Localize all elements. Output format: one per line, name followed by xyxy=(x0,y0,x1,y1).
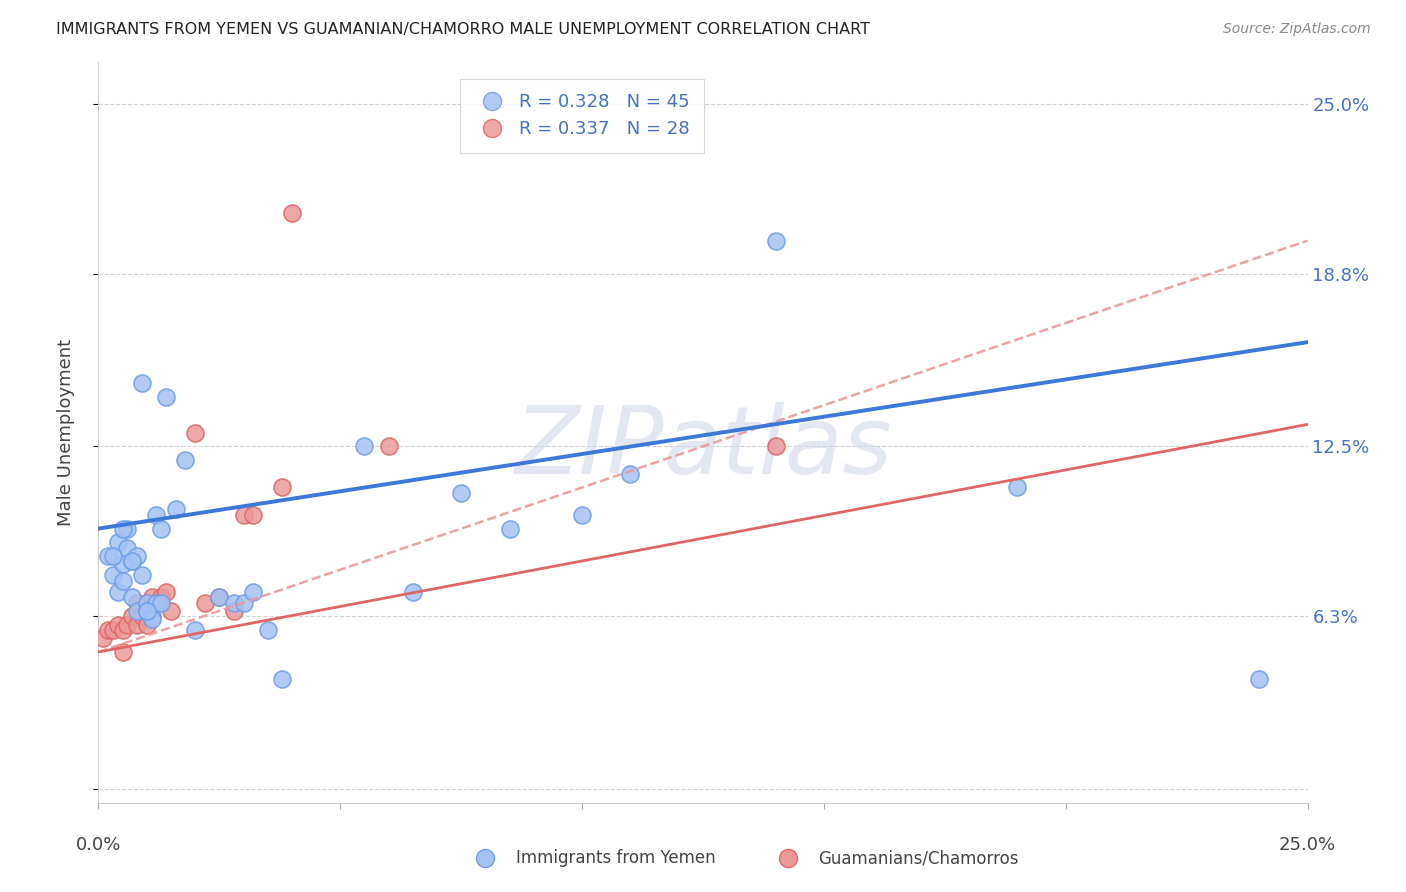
Point xyxy=(150,596,173,610)
Point xyxy=(377,439,399,453)
Point xyxy=(135,617,157,632)
Point xyxy=(117,617,139,632)
Point xyxy=(131,609,153,624)
Point xyxy=(1249,673,1271,687)
Point xyxy=(208,590,231,604)
Point xyxy=(117,522,139,536)
Point xyxy=(135,596,157,610)
Point xyxy=(160,604,183,618)
Point xyxy=(271,480,294,494)
Point xyxy=(111,645,134,659)
Point xyxy=(184,623,207,637)
Point xyxy=(174,453,197,467)
Text: Guamanians/Chamorros: Guamanians/Chamorros xyxy=(818,849,1018,867)
Point xyxy=(145,596,167,610)
Point xyxy=(141,590,163,604)
Point xyxy=(498,522,520,536)
Point xyxy=(271,673,294,687)
Point xyxy=(194,596,217,610)
Point xyxy=(242,584,264,599)
Point xyxy=(121,590,143,604)
Point xyxy=(256,623,278,637)
Point xyxy=(127,549,149,563)
Point xyxy=(155,584,177,599)
Point xyxy=(135,596,157,610)
Point xyxy=(111,623,134,637)
Point xyxy=(121,554,143,568)
Point xyxy=(131,568,153,582)
Point xyxy=(127,604,149,618)
Point xyxy=(101,623,124,637)
Point xyxy=(107,617,129,632)
Y-axis label: Male Unemployment: Male Unemployment xyxy=(56,339,75,526)
Point xyxy=(145,508,167,522)
Point xyxy=(135,604,157,618)
Point xyxy=(101,549,124,563)
Point xyxy=(155,390,177,404)
Point xyxy=(121,554,143,568)
Point xyxy=(127,617,149,632)
Text: IMMIGRANTS FROM YEMEN VS GUAMANIAN/CHAMORRO MALE UNEMPLOYMENT CORRELATION CHART: IMMIGRANTS FROM YEMEN VS GUAMANIAN/CHAMO… xyxy=(56,22,870,37)
Point xyxy=(222,596,245,610)
Point xyxy=(111,574,134,588)
Point xyxy=(127,596,149,610)
Point xyxy=(242,508,264,522)
Point xyxy=(765,439,787,453)
Legend: R = 0.328   N = 45, R = 0.337   N = 28: R = 0.328 N = 45, R = 0.337 N = 28 xyxy=(460,78,704,153)
Point xyxy=(150,590,173,604)
Point xyxy=(97,623,120,637)
Point xyxy=(619,467,641,481)
Point xyxy=(208,590,231,604)
Point xyxy=(141,612,163,626)
Point xyxy=(232,508,254,522)
Point xyxy=(450,486,472,500)
Point xyxy=(165,502,187,516)
Point xyxy=(101,568,124,582)
Point xyxy=(111,522,134,536)
Text: 25.0%: 25.0% xyxy=(1279,836,1336,854)
Point xyxy=(91,632,114,646)
Text: Source: ZipAtlas.com: Source: ZipAtlas.com xyxy=(1223,22,1371,37)
Point xyxy=(135,604,157,618)
Point xyxy=(141,609,163,624)
Point xyxy=(402,584,425,599)
Point xyxy=(353,439,375,453)
Point xyxy=(1007,480,1029,494)
Point xyxy=(117,541,139,555)
Text: Immigrants from Yemen: Immigrants from Yemen xyxy=(516,849,716,867)
Point xyxy=(111,558,134,572)
Point xyxy=(107,584,129,599)
Point xyxy=(145,596,167,610)
Point xyxy=(184,425,207,440)
Text: ZIPatlas: ZIPatlas xyxy=(515,402,891,493)
Point xyxy=(281,206,304,220)
Point xyxy=(765,234,787,248)
Point xyxy=(121,609,143,624)
Point xyxy=(222,604,245,618)
Point xyxy=(232,596,254,610)
Point xyxy=(571,508,593,522)
Text: 0.0%: 0.0% xyxy=(76,836,121,854)
Point xyxy=(107,535,129,549)
Point xyxy=(97,549,120,563)
Point xyxy=(131,376,153,391)
Point xyxy=(150,522,173,536)
